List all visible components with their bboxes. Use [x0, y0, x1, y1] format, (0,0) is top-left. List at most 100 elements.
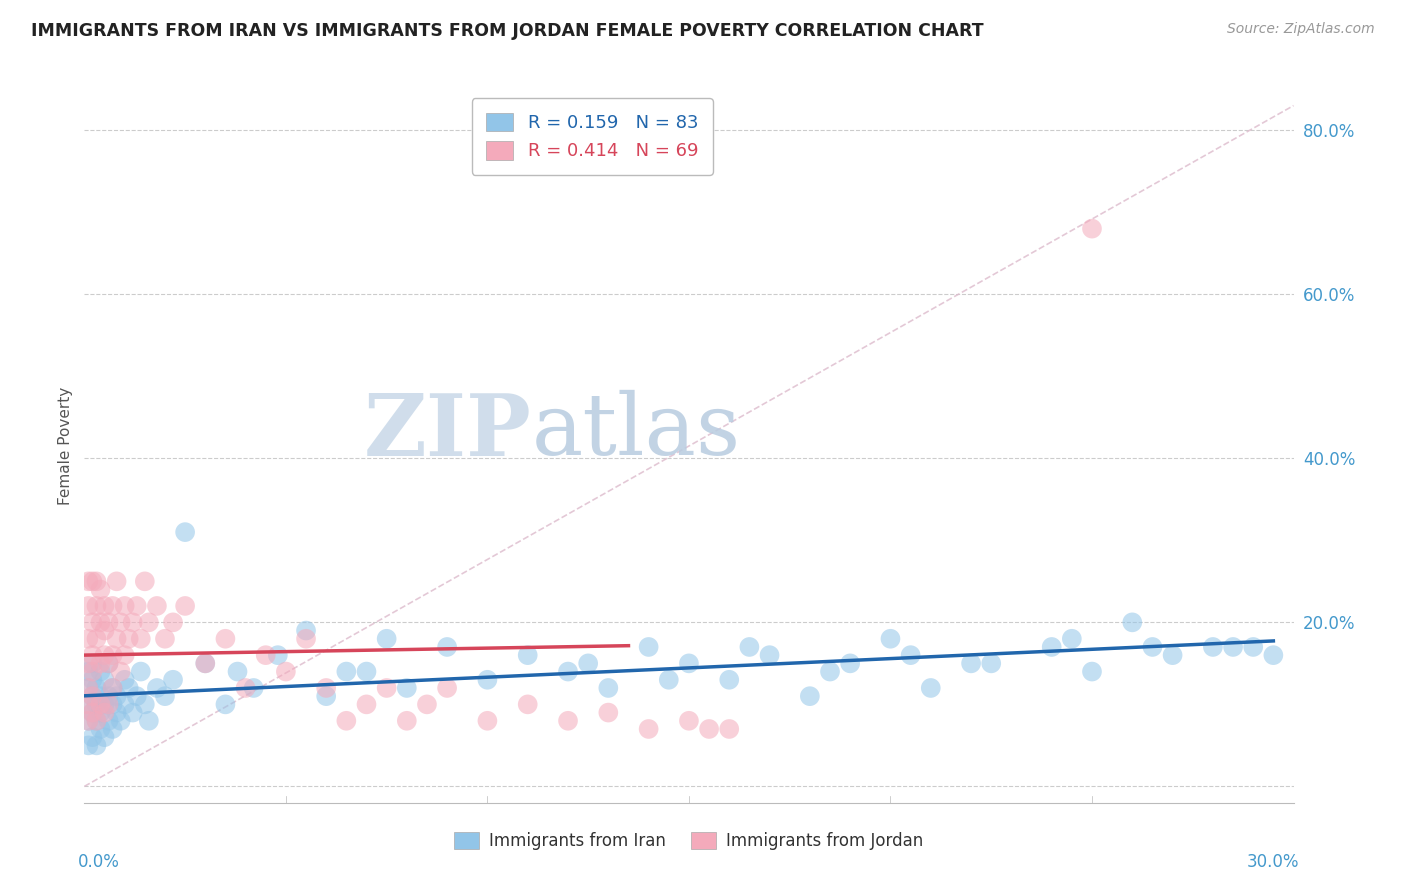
Point	[114, 599, 136, 613]
Point	[598, 706, 620, 720]
Point	[77, 657, 100, 671]
Point	[118, 632, 141, 646]
Point	[375, 681, 398, 695]
Point	[110, 665, 132, 679]
Point	[77, 574, 100, 589]
Point	[557, 714, 579, 728]
Point	[718, 673, 741, 687]
Text: atlas: atlas	[531, 390, 741, 474]
Point	[477, 673, 499, 687]
Point	[77, 599, 100, 613]
Point	[89, 706, 111, 720]
Point	[101, 599, 124, 613]
Point	[86, 739, 108, 753]
Point	[174, 599, 197, 613]
Point	[416, 698, 439, 712]
Point	[82, 706, 104, 720]
Point	[93, 730, 115, 744]
Point	[89, 665, 111, 679]
Point	[105, 689, 128, 703]
Point	[900, 648, 922, 662]
Text: IMMIGRANTS FROM IRAN VS IMMIGRANTS FROM JORDAN FEMALE POVERTY CORRELATION CHART: IMMIGRANTS FROM IRAN VS IMMIGRANTS FROM …	[31, 22, 984, 40]
Point	[89, 582, 111, 597]
Text: Source: ZipAtlas.com: Source: ZipAtlas.com	[1227, 22, 1375, 37]
Point	[97, 698, 120, 712]
Point	[738, 640, 761, 654]
Text: ZIP: ZIP	[364, 390, 531, 474]
Point	[1161, 648, 1184, 662]
Point	[97, 657, 120, 671]
Point	[799, 689, 821, 703]
Point	[267, 648, 290, 662]
Point	[1142, 640, 1164, 654]
Point	[101, 681, 124, 695]
Point	[105, 574, 128, 589]
Point	[557, 665, 579, 679]
Point	[920, 681, 942, 695]
Point	[93, 706, 115, 720]
Point	[315, 681, 337, 695]
Point	[395, 714, 418, 728]
Point	[153, 689, 176, 703]
Point	[125, 599, 148, 613]
Point	[89, 657, 111, 671]
Point	[77, 714, 100, 728]
Point	[97, 689, 120, 703]
Point	[97, 615, 120, 630]
Point	[82, 706, 104, 720]
Point	[194, 657, 217, 671]
Point	[77, 698, 100, 712]
Point	[82, 689, 104, 703]
Point	[879, 632, 901, 646]
Point	[1040, 640, 1063, 654]
Point	[89, 615, 111, 630]
Point	[356, 698, 378, 712]
Point	[114, 698, 136, 712]
Point	[436, 681, 458, 695]
Point	[118, 681, 141, 695]
Point	[153, 632, 176, 646]
Point	[77, 714, 100, 728]
Point	[82, 615, 104, 630]
Point	[101, 698, 124, 712]
Point	[89, 698, 111, 712]
Point	[637, 640, 659, 654]
Point	[86, 681, 108, 695]
Point	[121, 615, 143, 630]
Point	[86, 714, 108, 728]
Point	[114, 673, 136, 687]
Point	[637, 722, 659, 736]
Point	[335, 665, 357, 679]
Point	[97, 714, 120, 728]
Point	[134, 574, 156, 589]
Point	[101, 648, 124, 662]
Point	[395, 681, 418, 695]
Point	[93, 698, 115, 712]
Point	[375, 632, 398, 646]
Point	[82, 574, 104, 589]
Point	[105, 632, 128, 646]
Point	[274, 665, 297, 679]
Point	[77, 739, 100, 753]
Point	[129, 665, 152, 679]
Point	[89, 689, 111, 703]
Point	[86, 574, 108, 589]
Point	[82, 689, 104, 703]
Legend: Immigrants from Iran, Immigrants from Jordan: Immigrants from Iran, Immigrants from Jo…	[446, 824, 932, 859]
Point	[162, 673, 184, 687]
Point	[82, 648, 104, 662]
Point	[718, 722, 741, 736]
Point	[121, 706, 143, 720]
Point	[77, 632, 100, 646]
Point	[77, 681, 100, 695]
Point	[477, 714, 499, 728]
Point	[97, 657, 120, 671]
Point	[839, 657, 862, 671]
Point	[516, 648, 538, 662]
Point	[125, 689, 148, 703]
Point	[146, 681, 169, 695]
Point	[1222, 640, 1244, 654]
Point	[658, 673, 681, 687]
Point	[89, 722, 111, 736]
Point	[818, 665, 841, 679]
